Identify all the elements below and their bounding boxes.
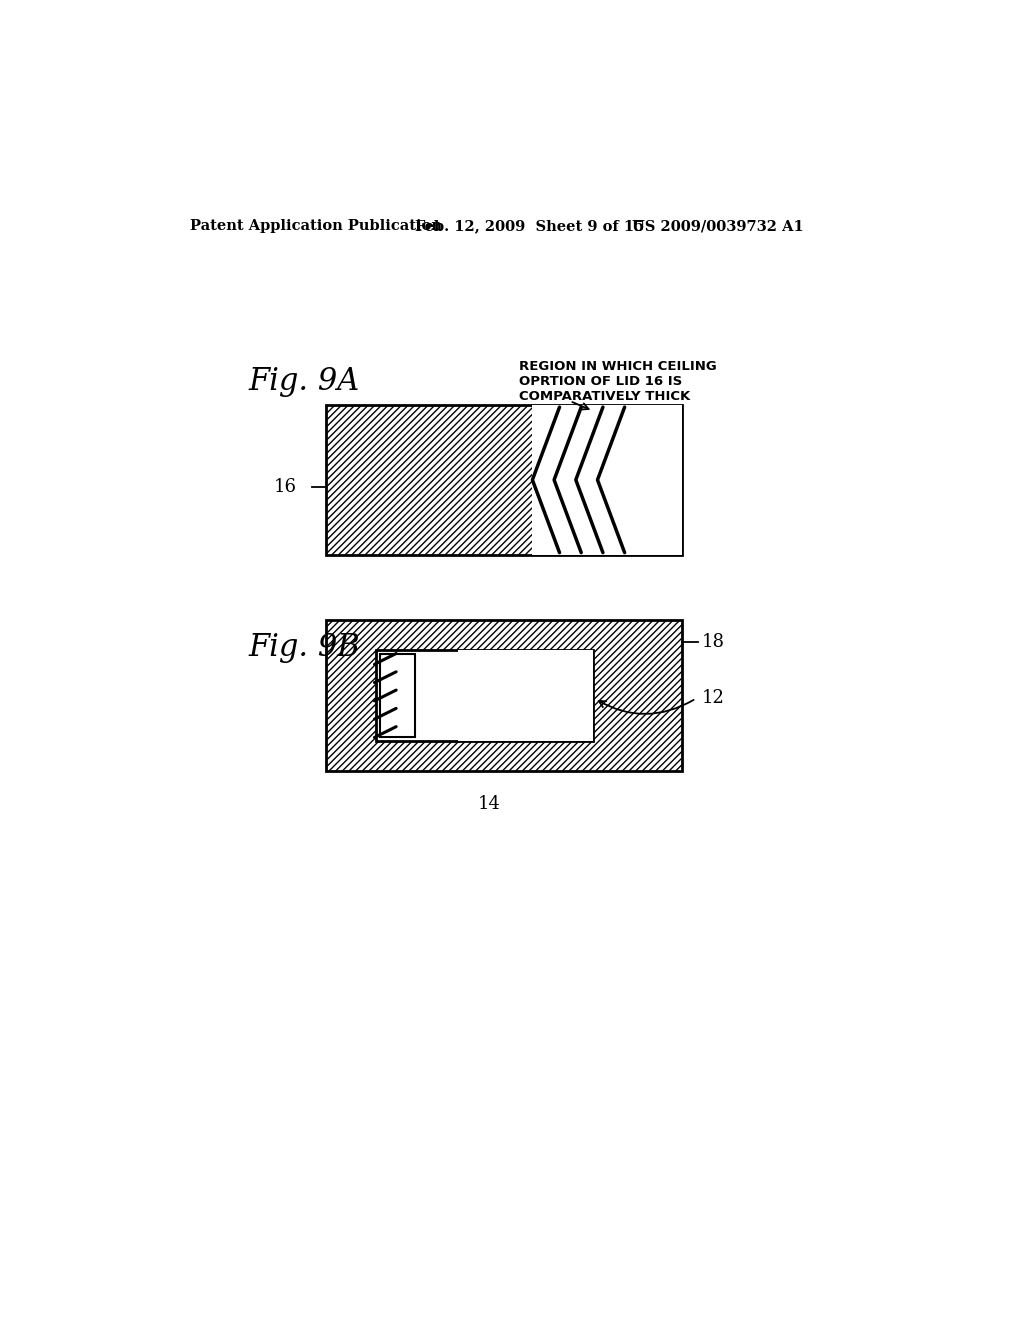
Text: Fig. 9B: Fig. 9B <box>248 632 359 663</box>
Bar <box>376 649 593 742</box>
Bar <box>459 649 593 742</box>
Text: 16: 16 <box>274 478 297 496</box>
Bar <box>532 405 682 554</box>
Bar <box>326 620 682 771</box>
Bar <box>380 653 415 738</box>
Text: Fig. 9A: Fig. 9A <box>248 366 359 397</box>
Bar <box>326 405 682 554</box>
Text: 14: 14 <box>478 795 501 813</box>
Text: Feb. 12, 2009  Sheet 9 of 15: Feb. 12, 2009 Sheet 9 of 15 <box>415 219 644 234</box>
Text: REGION IN WHICH CEILING
OPRTION OF LID 16 IS
COMPARATIVELY THICK: REGION IN WHICH CEILING OPRTION OF LID 1… <box>519 360 717 403</box>
Text: 18: 18 <box>701 634 725 651</box>
Text: US 2009/0039732 A1: US 2009/0039732 A1 <box>632 219 804 234</box>
Text: 12: 12 <box>701 689 724 708</box>
Text: Patent Application Publication: Patent Application Publication <box>190 219 442 234</box>
